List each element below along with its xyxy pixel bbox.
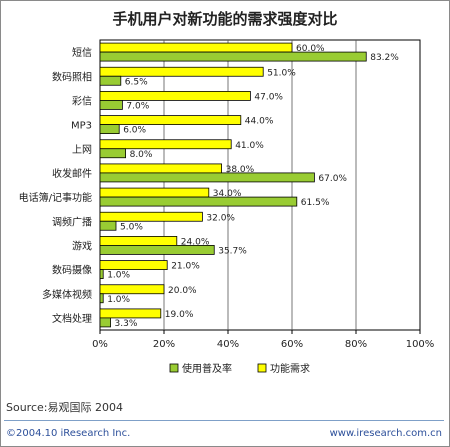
category-label: 上网: [72, 144, 92, 156]
footer-copyright: ©2004.10 iResearch Inc.: [6, 428, 131, 439]
bar-usage: [99, 51, 367, 62]
footer-website: www.iresearch.com.cn: [329, 428, 442, 439]
bar-demand: [99, 308, 162, 319]
plot-area: [99, 39, 421, 331]
data-label-usage: 3.3%: [115, 319, 138, 329]
data-label-usage: 8.0%: [130, 150, 153, 160]
bar-usage: [99, 293, 104, 304]
x-tick-label: 20%: [153, 339, 175, 350]
category-label: 彩信: [72, 95, 92, 107]
data-label-usage: 67.0%: [318, 174, 347, 184]
data-label-demand: 44.0%: [245, 117, 274, 127]
bar-demand: [99, 163, 222, 174]
legend-label-demand: 功能需求: [270, 362, 310, 375]
bar-demand: [99, 115, 242, 125]
footer-divider: [4, 420, 444, 421]
data-label-usage: 5.0%: [120, 222, 143, 232]
data-label-usage: 6.0%: [123, 126, 146, 136]
bar-usage: [99, 196, 298, 207]
x-tick-label: 0%: [92, 339, 108, 350]
bar-usage: [99, 172, 315, 183]
category-label: 收发邮件: [52, 167, 92, 180]
legend-swatch-demand: [257, 363, 267, 373]
category-label: 电话簿/记事功能: [19, 191, 92, 204]
data-label-demand: 51.0%: [267, 68, 296, 78]
data-label-demand: 34.0%: [213, 189, 242, 199]
legend-swatch-usage: [169, 363, 179, 373]
category-label: 短信: [72, 46, 92, 59]
data-label-demand: 21.0%: [171, 262, 200, 272]
bar-demand: [99, 211, 203, 222]
bar-usage: [99, 220, 117, 231]
data-label-demand: 19.0%: [165, 310, 194, 320]
category-label: 游戏: [72, 239, 92, 252]
data-label-demand: 47.0%: [254, 92, 283, 102]
x-tick-label: 60%: [281, 339, 303, 350]
data-label-usage: 83.2%: [370, 53, 399, 63]
data-label-demand: 60.0%: [296, 44, 325, 54]
data-label-usage: 6.5%: [125, 77, 148, 87]
bar-usage: [99, 148, 127, 159]
category-label: 文档处理: [52, 312, 92, 325]
data-label-usage: 7.0%: [126, 101, 149, 111]
bar-demand: [99, 284, 165, 295]
data-label-demand: 41.0%: [235, 141, 264, 151]
category-label: 数码照相: [52, 70, 92, 83]
bar-demand: [99, 91, 251, 101]
data-label-usage: 1.0%: [107, 271, 130, 281]
legend-label-usage: 使用普及率: [182, 362, 232, 375]
x-tick-label: 40%: [217, 339, 239, 350]
bar-demand: [99, 66, 264, 77]
data-label-usage: 61.5%: [301, 198, 330, 208]
bar-demand: [99, 139, 232, 150]
data-label-demand: 38.0%: [226, 165, 255, 175]
category-label: 多媒体视频: [42, 288, 92, 301]
bar-demand: [99, 236, 178, 246]
data-label-usage: 1.0%: [107, 295, 130, 305]
source-text: Source:易观国际 2004: [6, 401, 123, 414]
category-label: MP3: [71, 121, 92, 132]
bar-usage: [99, 75, 122, 86]
bar-demand: [99, 42, 293, 53]
category-label: 数码摄像: [52, 264, 92, 277]
bar-usage: [99, 269, 104, 279]
data-label-demand: 32.0%: [206, 213, 235, 223]
bar-usage: [99, 100, 123, 110]
data-label-demand: 24.0%: [181, 237, 210, 247]
x-tick-label: 80%: [345, 339, 367, 350]
data-label-usage: 35.7%: [218, 246, 247, 256]
bar-usage: [99, 317, 111, 328]
bar-usage: [99, 124, 120, 134]
bar-usage: [99, 245, 215, 255]
chart-title: 手机用户对新功能的需求强度对比: [112, 10, 338, 28]
data-label-demand: 20.0%: [168, 286, 197, 296]
category-label: 调频广播: [52, 215, 92, 228]
bar-demand: [99, 260, 168, 270]
bar-demand: [99, 187, 210, 198]
x-tick-label: 100%: [406, 339, 435, 350]
